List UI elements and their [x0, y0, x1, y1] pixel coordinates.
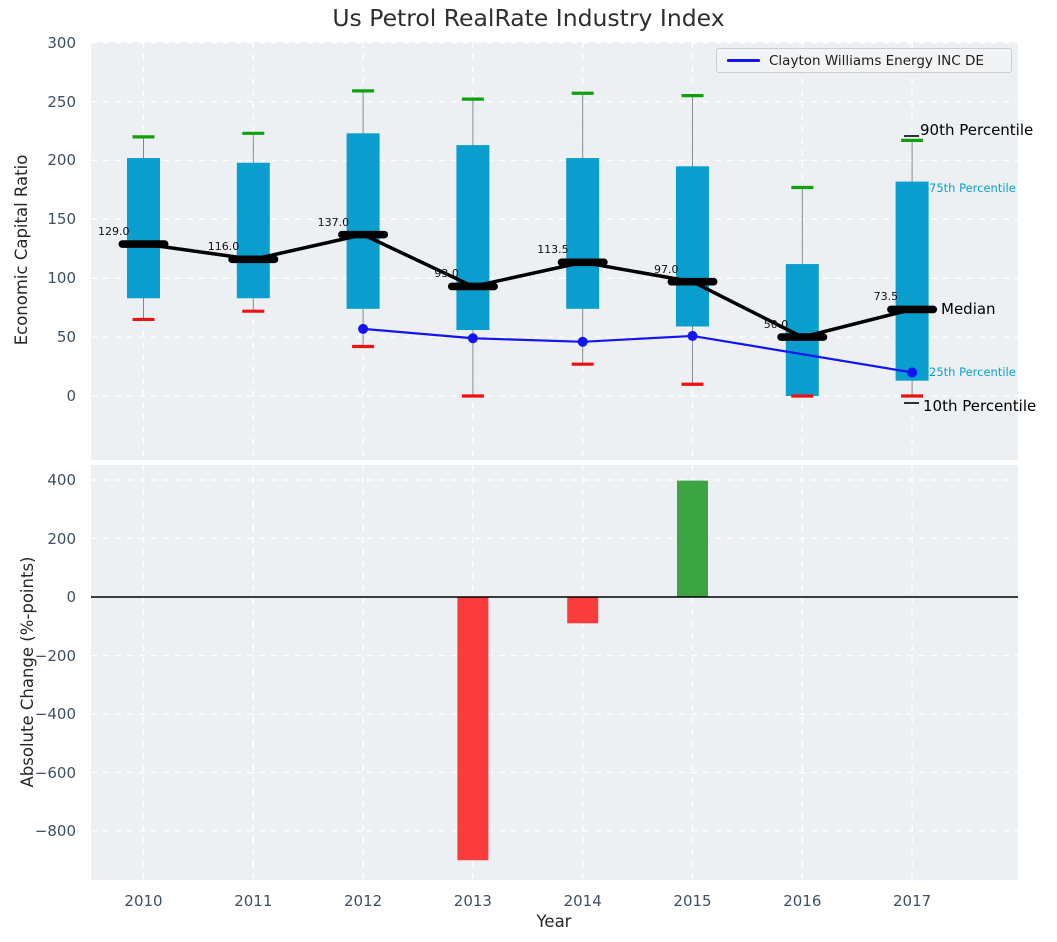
box-2015 [676, 166, 709, 327]
x-tick-2010: 2010 [124, 892, 163, 910]
top-y-tick-0: 0 [66, 387, 76, 405]
median-value-label-2013: 93.0 [434, 267, 459, 281]
x-axis-label: Year [536, 912, 572, 931]
box-2010 [127, 158, 160, 299]
bottom-y-tick--200: −200 [34, 646, 76, 665]
label-25th-percentile: 25th Percentile [929, 365, 1016, 379]
bottom-plot-area [91, 465, 1018, 880]
top-y-tick-150: 150 [47, 210, 76, 229]
top-y-tick-100: 100 [47, 269, 76, 288]
median-value-label-2014: 113.5 [537, 243, 569, 257]
company-marker-2013 [467, 333, 478, 344]
median-value-label-2015: 97.0 [654, 262, 679, 276]
box-2011 [236, 162, 270, 299]
bottom-y-tick-0: 0 [66, 588, 76, 606]
median-marker-2017 [887, 305, 938, 314]
top-y-tick-250: 250 [47, 92, 76, 111]
legend-label: Clayton Williams Energy INC DE [769, 52, 984, 69]
box-2017 [895, 181, 929, 381]
box-2014 [566, 158, 600, 309]
x-tick-2012: 2012 [344, 892, 383, 910]
box-2012 [346, 133, 380, 309]
x-tick-2016: 2016 [783, 892, 822, 910]
x-tick-2017: 2017 [893, 892, 932, 910]
bottom-y-tick--400: −400 [34, 705, 76, 723]
bottom-y-tick--800: −800 [34, 822, 76, 840]
x-tick-2013: 2013 [453, 892, 492, 910]
median-marker-2015 [667, 277, 718, 286]
median-marker-2012 [338, 230, 389, 239]
label-90th-percentile: 90th Percentile [920, 121, 1034, 139]
top-y-axis-label: Economic Capital Ratio [12, 154, 31, 346]
median-value-label-2010: 129.0 [98, 225, 130, 239]
bar-2013 [457, 597, 489, 861]
top-y-tick-200: 200 [47, 151, 76, 170]
median-marker-2010 [118, 240, 169, 248]
median-marker-2013 [447, 282, 498, 291]
bottom-y-tick--600: −600 [34, 763, 76, 782]
bottom-y-tick-200: 200 [47, 529, 76, 548]
median-value-label-2016: 50.0 [763, 318, 789, 332]
median-marker-2011 [228, 255, 279, 264]
bar-2015 [677, 480, 708, 597]
legend: Clayton Williams Energy INC DE [716, 48, 1012, 73]
company-marker-2012 [358, 323, 369, 334]
label-10th-percentile: 10th Percentile [923, 397, 1037, 415]
median-marker-2016 [777, 333, 828, 341]
company-marker-2014 [577, 336, 588, 347]
median-marker-2014 [557, 258, 608, 267]
chart-title: Us Petrol RealRate Industry Index [332, 4, 725, 32]
label-75th-percentile: 75th Percentile [929, 181, 1016, 195]
median-value-label-2017: 73.5 [873, 290, 899, 304]
median-value-label-2011: 116.0 [207, 240, 240, 254]
bottom-y-tick-400: 400 [47, 471, 76, 489]
box-2013 [456, 145, 490, 331]
median-line [143, 232, 913, 339]
top-y-tick-50: 50 [56, 328, 76, 347]
legend-line-sample [727, 59, 760, 62]
x-tick-2011: 2011 [234, 892, 273, 910]
bar-2014 [567, 597, 599, 624]
label-median: Median [941, 300, 996, 318]
top-y-tick-300: 300 [47, 33, 76, 52]
x-tick-2015: 2015 [673, 892, 712, 910]
company-marker-2015 [687, 330, 698, 341]
x-tick-2014: 2014 [563, 892, 602, 910]
bottom-y-axis-label: Absolute Change (%-points) [18, 556, 37, 788]
median-value-label-2012: 137.0 [317, 215, 350, 229]
company-marker-2017 [907, 367, 918, 378]
